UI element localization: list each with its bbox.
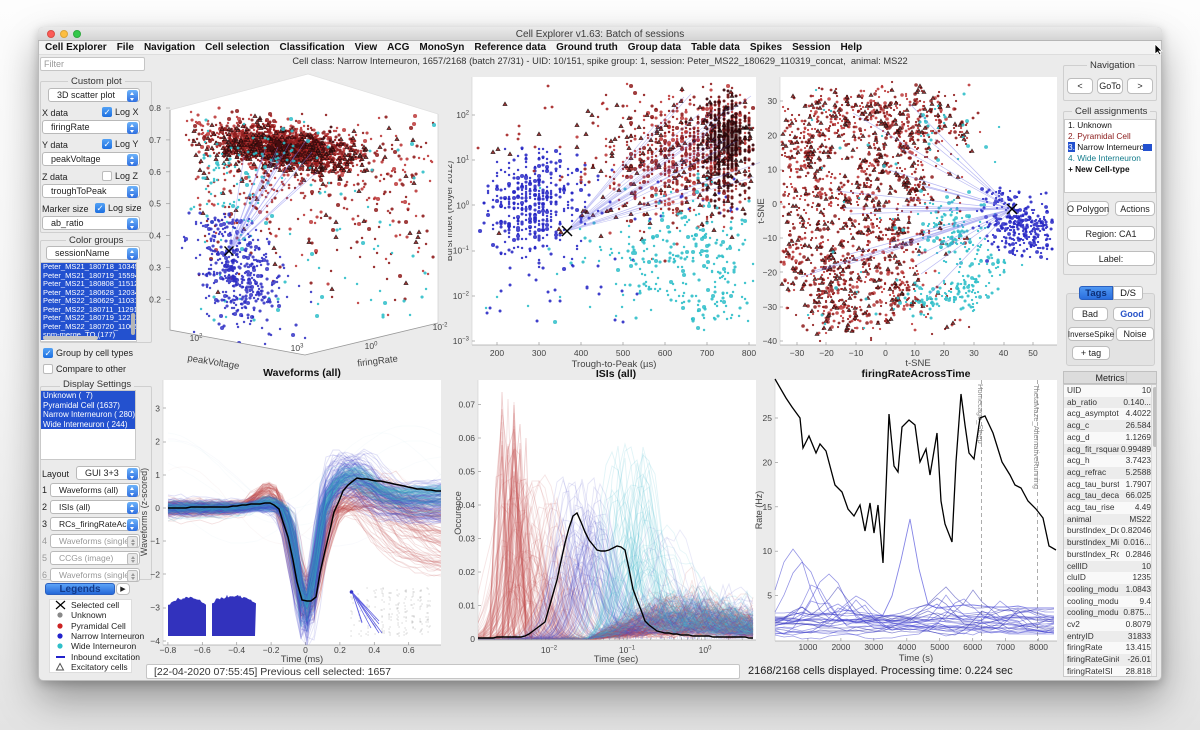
svg-text:30: 30 bbox=[969, 348, 979, 358]
svg-text:Waveforms (all): Waveforms (all) bbox=[263, 368, 341, 379]
svg-text:10−1: 10−1 bbox=[619, 645, 636, 655]
svg-text:0: 0 bbox=[155, 503, 160, 513]
svg-text:700: 700 bbox=[700, 348, 714, 358]
svg-text:0.05: 0.05 bbox=[458, 467, 475, 477]
svg-text:10−1: 10−1 bbox=[453, 246, 470, 256]
svg-text:15: 15 bbox=[763, 502, 773, 512]
svg-text:0.5: 0.5 bbox=[149, 199, 161, 209]
svg-text:ISIs (all): ISIs (all) bbox=[596, 368, 636, 380]
svg-text:40: 40 bbox=[999, 348, 1009, 358]
svg-text:Waveforms (z-scored): Waveforms (z-scored) bbox=[140, 468, 149, 556]
svg-text:firingRateAcrossTime: firingRateAcrossTime bbox=[862, 368, 971, 380]
svg-text:50: 50 bbox=[1028, 348, 1038, 358]
svg-text:Occurence: Occurence bbox=[453, 491, 463, 535]
svg-text:−1: −1 bbox=[150, 536, 160, 546]
svg-text:Time (s): Time (s) bbox=[899, 653, 933, 664]
svg-text:10−2: 10−2 bbox=[453, 291, 469, 301]
svg-text:0.4: 0.4 bbox=[368, 645, 380, 655]
svg-text:10−2: 10−2 bbox=[541, 645, 557, 655]
svg-text:800: 800 bbox=[742, 348, 756, 358]
svg-text:−4: −4 bbox=[150, 636, 160, 646]
svg-text:10: 10 bbox=[768, 165, 778, 175]
svg-text:−20: −20 bbox=[819, 348, 834, 358]
svg-text:1: 1 bbox=[155, 470, 160, 480]
svg-text:Burst Index (Royer 2012): Burst Index (Royer 2012) bbox=[448, 161, 454, 262]
svg-text:3000: 3000 bbox=[864, 642, 883, 652]
svg-text:Time (ms): Time (ms) bbox=[281, 654, 323, 665]
svg-text:−30: −30 bbox=[763, 302, 778, 312]
svg-text:8000: 8000 bbox=[1029, 642, 1048, 652]
svg-text:10: 10 bbox=[763, 546, 773, 556]
svg-text:25: 25 bbox=[763, 413, 773, 423]
svg-text:Trough-to-Peak (µs): Trough-to-Peak (µs) bbox=[572, 359, 657, 370]
svg-text:5000: 5000 bbox=[930, 642, 949, 652]
svg-text:4000: 4000 bbox=[897, 642, 916, 652]
svg-text:−0.8: −0.8 bbox=[160, 645, 177, 655]
svg-text:20: 20 bbox=[763, 457, 773, 467]
svg-text:−30: −30 bbox=[790, 348, 805, 358]
svg-text:0.04: 0.04 bbox=[458, 500, 475, 510]
svg-text:−2: −2 bbox=[150, 569, 160, 579]
svg-text:10: 10 bbox=[910, 348, 920, 358]
svg-text:Time (sec): Time (sec) bbox=[594, 654, 639, 665]
svg-text:0.03: 0.03 bbox=[458, 534, 475, 544]
svg-text:0.3: 0.3 bbox=[149, 263, 161, 273]
svg-text:5: 5 bbox=[767, 591, 772, 601]
svg-text:20: 20 bbox=[768, 130, 778, 140]
svg-text:3: 3 bbox=[155, 403, 160, 413]
svg-text:400: 400 bbox=[574, 348, 588, 358]
svg-text:0.4: 0.4 bbox=[149, 231, 161, 241]
svg-text:1000: 1000 bbox=[798, 642, 817, 652]
svg-text:200: 200 bbox=[490, 348, 504, 358]
svg-text:−0.4: −0.4 bbox=[228, 645, 245, 655]
svg-text:10-2: 10-2 bbox=[433, 322, 448, 332]
svg-text:0: 0 bbox=[303, 645, 308, 655]
svg-text:t-SNE: t-SNE bbox=[756, 198, 767, 223]
svg-text:20: 20 bbox=[940, 348, 950, 358]
svg-text:102: 102 bbox=[456, 110, 469, 120]
svg-text:−10: −10 bbox=[849, 348, 864, 358]
svg-text:0.8: 0.8 bbox=[149, 103, 161, 113]
svg-text:0.07: 0.07 bbox=[458, 400, 475, 410]
svg-text:Homecage_Sleep: Homecage_Sleep bbox=[976, 384, 985, 444]
svg-text:0: 0 bbox=[470, 634, 475, 644]
svg-text:30: 30 bbox=[768, 96, 778, 106]
svg-text:0: 0 bbox=[772, 199, 777, 209]
svg-text:−0.6: −0.6 bbox=[194, 645, 211, 655]
svg-text:0.2: 0.2 bbox=[149, 294, 161, 304]
svg-text:0.06: 0.06 bbox=[458, 433, 475, 443]
svg-text:102: 102 bbox=[190, 333, 203, 343]
svg-text:0.6: 0.6 bbox=[149, 167, 161, 177]
svg-text:firingRate: firingRate bbox=[357, 354, 399, 370]
svg-text:100: 100 bbox=[699, 645, 712, 655]
svg-text:Rate (Hz): Rate (Hz) bbox=[754, 491, 764, 530]
svg-text:0.6: 0.6 bbox=[403, 645, 415, 655]
svg-text:0.2: 0.2 bbox=[334, 645, 346, 655]
svg-text:2000: 2000 bbox=[831, 642, 850, 652]
svg-text:−3: −3 bbox=[150, 603, 160, 613]
svg-text:troughToPeak: troughToPeak bbox=[148, 180, 149, 239]
svg-text:100: 100 bbox=[456, 200, 469, 210]
svg-text:−0.2: −0.2 bbox=[263, 645, 280, 655]
svg-text:−10: −10 bbox=[763, 233, 778, 243]
svg-text:6000: 6000 bbox=[963, 642, 982, 652]
svg-text:103: 103 bbox=[291, 343, 304, 353]
svg-text:101: 101 bbox=[456, 155, 469, 165]
svg-text:0.02: 0.02 bbox=[458, 567, 475, 577]
svg-text:−40: −40 bbox=[763, 336, 778, 346]
svg-text:10−3: 10−3 bbox=[453, 336, 470, 346]
svg-text:7000: 7000 bbox=[996, 642, 1015, 652]
svg-text:t-SNE: t-SNE bbox=[905, 358, 930, 369]
svg-text:−20: −20 bbox=[763, 268, 778, 278]
svg-text:600: 600 bbox=[658, 348, 672, 358]
svg-text:0: 0 bbox=[883, 348, 888, 358]
svg-text:ThetaMaze_AlternativeRunning: ThetaMaze_AlternativeRunning bbox=[1032, 384, 1041, 489]
svg-text:300: 300 bbox=[532, 348, 546, 358]
svg-text:0.7: 0.7 bbox=[149, 135, 161, 145]
svg-text:0.01: 0.01 bbox=[458, 601, 475, 611]
svg-text:500: 500 bbox=[616, 348, 630, 358]
svg-text:100: 100 bbox=[365, 341, 378, 351]
svg-text:2: 2 bbox=[155, 437, 160, 447]
